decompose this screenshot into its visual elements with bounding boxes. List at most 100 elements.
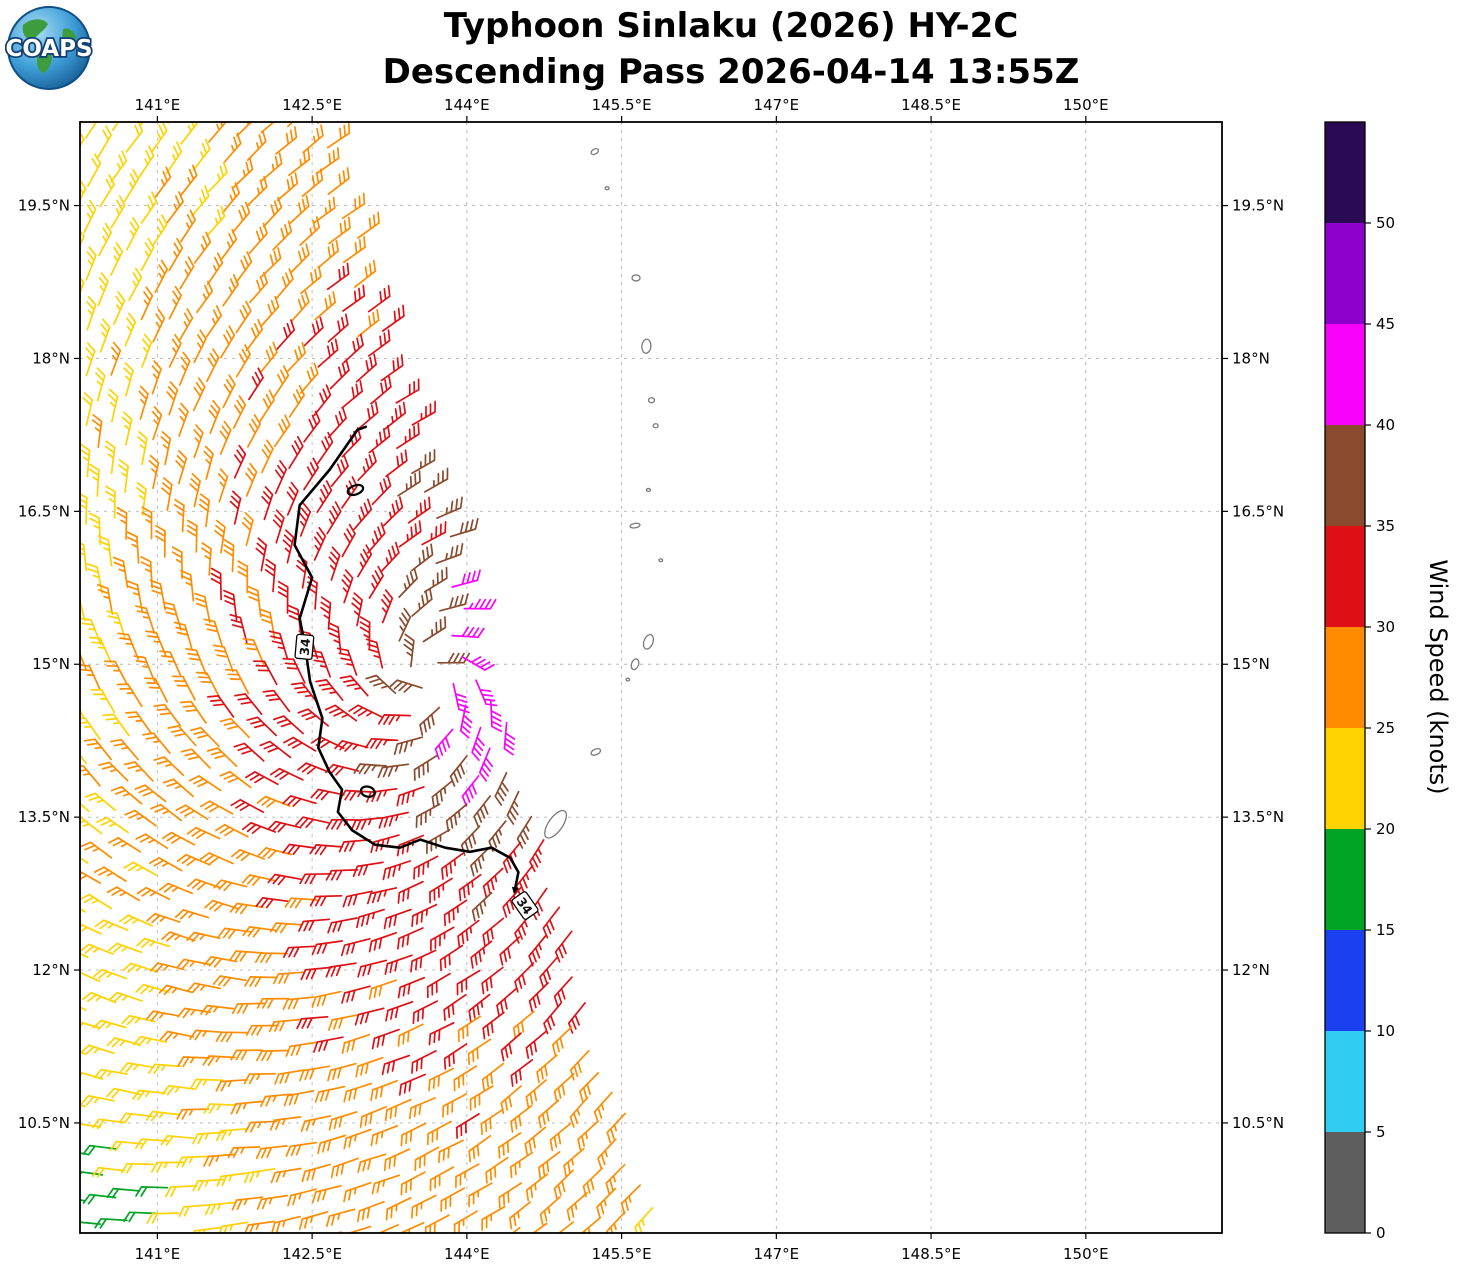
wind-barb [357,544,373,578]
wind-barb [80,1221,102,1225]
wind-barb [161,831,196,846]
wind-barb [178,351,191,386]
wind-barb [140,286,154,321]
wind-barb [180,748,211,769]
wind-barb [537,1246,557,1264]
wind-barb [282,996,315,1011]
wind-barb [229,950,263,962]
wind-barb [328,546,341,581]
islands-layer [544,147,664,839]
wind-barb [288,435,304,470]
wind-barb [569,1096,589,1128]
island-outline [604,186,610,191]
wind-barb [341,523,356,558]
wind-barb [95,367,106,402]
wind-barb [443,899,468,927]
wind-barb [422,616,447,643]
wind-barb [355,1056,384,1078]
wind-barb [113,291,126,326]
wind-barb [41,1027,74,1036]
wind-barb [299,1065,331,1082]
wind-barb [201,542,212,576]
wind-barb [117,632,140,660]
wind-barb [245,771,279,786]
colorbar-label: Wind Speed (knots) [1424,559,1452,795]
wind-barb [381,589,394,624]
wind-barb [395,378,420,404]
x-tick-label-bottom: 148.5°E [901,1245,961,1263]
wind-barb [385,1000,414,1022]
wind-barb [380,541,400,573]
wind-barb [175,450,188,485]
wind-barb [187,878,222,891]
wind-barb [179,700,207,724]
wind-barb [455,1113,480,1139]
wind-barb [403,633,415,668]
wind-barb [161,931,196,942]
wind-barb [528,934,547,967]
wind-barb [132,1035,167,1047]
wind-barb [429,877,453,904]
wind-barb [314,291,337,321]
wind-barb [223,589,238,622]
wind-barb [80,754,88,765]
wind-barb [135,605,156,634]
wind-barb [412,1000,439,1025]
wind-barb [135,1235,166,1244]
wind-barb [539,1196,561,1226]
wind-barb [123,168,140,203]
wind-barb [220,325,236,359]
colorbar-tick-label: 40 [1376,416,1395,434]
wind-barb [136,481,147,516]
wind-barb [514,912,533,944]
wind-barb [235,300,252,334]
wind-barb [41,825,70,843]
y-tick-label-left: 15°N [32,655,70,673]
wind-barb [303,457,320,491]
island-outline [590,147,600,156]
wind-barb [269,1116,302,1131]
wind-barb [368,565,384,599]
wind-barb [269,767,304,781]
wind-barb [108,837,142,853]
wind-barb [150,1161,184,1173]
wind-barb [467,1038,492,1066]
wind-barb [580,1216,602,1233]
wind-barb [385,449,408,478]
colorbar-segment [1325,425,1365,526]
wind-barb [470,940,493,969]
wind-barb [262,196,283,228]
wind-barb [481,966,504,995]
wind-barb [410,949,437,973]
wind-barb [51,620,71,645]
wind-barb [236,122,253,137]
wind-barb [453,1065,478,1092]
wind-barb [108,991,143,1003]
wind-barb [411,587,433,617]
wind-barb [165,1184,198,1198]
wind-barb [302,124,324,154]
wind-barb [261,439,274,474]
wind-barb [80,1021,100,1029]
wind-barb [380,354,404,382]
wind-barb [93,968,128,980]
wind-barb [195,671,220,698]
wind-barb [232,395,247,429]
wind-barb [126,531,140,564]
wind-barb [453,1210,478,1233]
wind-barb [439,593,469,612]
wind-barb [267,873,302,886]
wind-barb [271,1215,301,1233]
wind-barb [577,1121,599,1151]
wind-barb [397,927,424,950]
island-outline [590,747,602,756]
y-tick-label-right: 16.5°N [1232,502,1284,520]
wind-barb [264,558,276,593]
wind-barb [551,1026,573,1056]
wind-barb [398,567,418,598]
wind-barb [150,122,168,153]
wind-barb [241,511,254,547]
wind-barb [80,856,89,864]
wind-barb [357,401,379,431]
wind-barb [151,214,168,248]
